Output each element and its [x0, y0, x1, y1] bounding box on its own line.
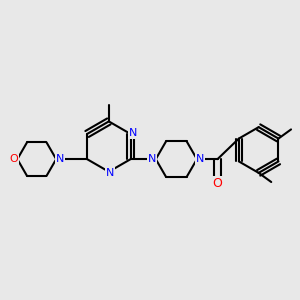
Text: O: O — [10, 154, 18, 164]
Text: N: N — [148, 154, 157, 164]
Text: O: O — [213, 177, 222, 190]
Text: N: N — [129, 128, 137, 138]
Text: N: N — [56, 154, 64, 164]
Text: N: N — [196, 154, 205, 164]
Text: N: N — [106, 168, 114, 178]
